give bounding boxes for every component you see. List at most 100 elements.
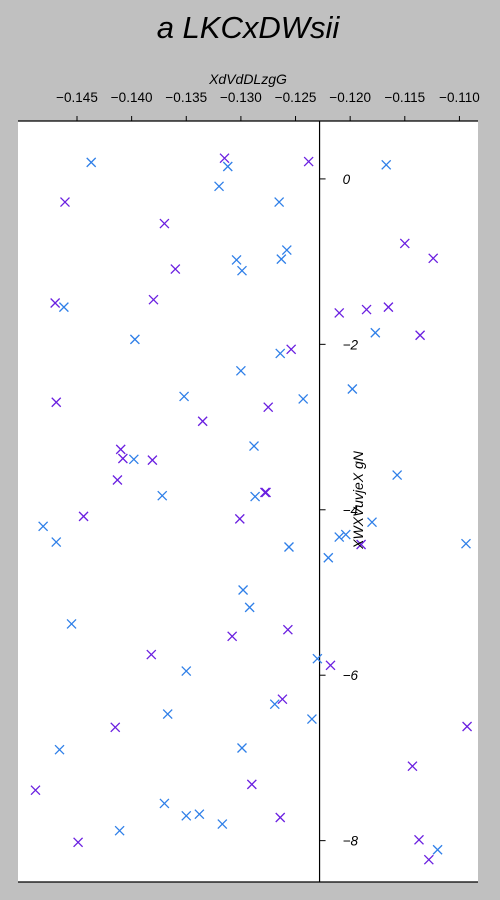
data-point (157, 490, 168, 501)
data-point (194, 809, 205, 820)
data-point (306, 714, 317, 725)
data-point (159, 218, 170, 229)
data-point (356, 539, 367, 550)
data-point (148, 294, 159, 305)
data-point (334, 307, 345, 318)
data-point (334, 532, 345, 543)
y-tick-label: −6 (343, 668, 359, 683)
y-axis-label: XWXVuvjeX gN (350, 450, 366, 550)
data-point (197, 416, 208, 427)
data-point (112, 475, 123, 485)
data-point (217, 819, 228, 830)
data-point (281, 245, 292, 255)
data-point (235, 365, 246, 376)
data-point (246, 779, 257, 790)
data-point (298, 393, 309, 404)
x-tick-label: −0.135 (165, 90, 207, 105)
data-point (462, 721, 473, 732)
data-point (286, 344, 297, 355)
plot-area (18, 121, 478, 882)
x-axis-label: XdVdDLzgG (208, 71, 287, 87)
data-point (110, 722, 121, 733)
data-point (428, 253, 439, 264)
data-point (114, 825, 125, 836)
x-tick-label: −0.140 (111, 90, 153, 105)
data-point (261, 487, 271, 498)
y-axis: 0 −2 −4 −6 −8 (318, 121, 359, 882)
data-point (86, 157, 97, 168)
data-point (399, 238, 410, 249)
data-point (325, 660, 336, 671)
data-point (181, 666, 192, 677)
data-point (51, 537, 62, 547)
data-point (370, 327, 381, 338)
data-point (227, 631, 238, 642)
data-point (259, 487, 270, 498)
x-tick-label: −0.110 (439, 90, 480, 105)
data-point (423, 854, 434, 865)
data-point (222, 161, 233, 172)
data-point (51, 397, 62, 408)
x-tick-label: −0.120 (329, 90, 371, 105)
data-point (461, 538, 471, 549)
data-point (237, 743, 247, 753)
data-point (284, 542, 294, 552)
data-point (181, 810, 192, 821)
data-point (312, 653, 323, 664)
data-point (383, 302, 394, 313)
chart-title: a LKCxDWsii (157, 10, 341, 45)
data-point (179, 391, 190, 402)
data-point (274, 197, 285, 208)
data-point (117, 453, 128, 464)
data-point (282, 624, 293, 635)
data-point (381, 159, 392, 170)
data-point (214, 181, 225, 192)
data-point (238, 585, 249, 595)
x-tick-label: −0.115 (384, 90, 425, 105)
data-point (347, 384, 358, 394)
x-tick-label: −0.125 (275, 90, 317, 105)
data-point (60, 197, 70, 208)
data-point (432, 844, 443, 855)
data-point (66, 618, 77, 629)
data-point (78, 511, 89, 522)
x-axis-ticks: −0.145 −0.140 −0.135 −0.130 −0.125 −0.120 −0.1… (56, 90, 480, 121)
data-point (414, 834, 424, 845)
data-point (276, 254, 287, 265)
data-point (146, 649, 157, 660)
data-point (275, 812, 286, 823)
y-tick-label: −4 (343, 503, 358, 518)
data-point (115, 444, 126, 455)
y-tick-label: −8 (343, 834, 359, 849)
y-tick-label: −2 (343, 337, 359, 352)
data-point (219, 153, 230, 164)
data-point (50, 298, 61, 308)
data-point (340, 529, 351, 540)
data-point (54, 744, 65, 755)
data-point (237, 265, 247, 276)
data-points (30, 153, 473, 865)
data-point (73, 837, 84, 848)
data-point (231, 255, 242, 265)
data-point (234, 513, 245, 524)
data-point (129, 334, 140, 345)
data-point (303, 156, 314, 167)
data-point (361, 304, 372, 315)
data-point (159, 798, 170, 809)
data-point (415, 330, 426, 341)
data-point (162, 709, 173, 720)
y-tick-label: 0 (343, 172, 351, 187)
data-point (30, 785, 41, 796)
data-point (275, 348, 286, 359)
x-tick-label: −0.130 (220, 90, 262, 105)
data-point (249, 441, 259, 452)
data-point (269, 699, 280, 710)
data-point (392, 470, 403, 480)
data-point (244, 602, 255, 613)
x-tick-label: −0.145 (56, 90, 98, 105)
data-point (147, 455, 158, 466)
data-point (250, 491, 261, 502)
data-point (58, 302, 69, 313)
data-point (170, 264, 181, 275)
